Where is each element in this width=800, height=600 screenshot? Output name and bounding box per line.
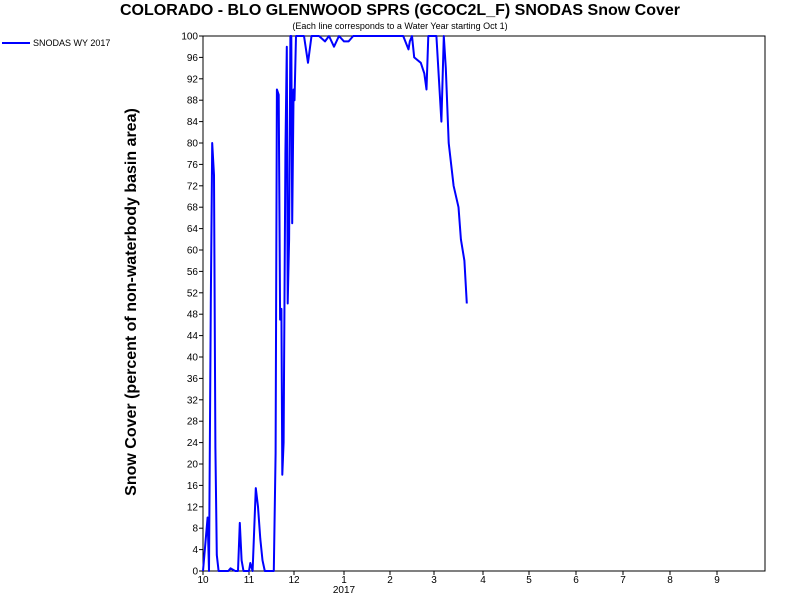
y-tick-label: 4 [192,545,198,556]
y-tick-label: 84 [187,117,199,128]
series-line [202,35,468,572]
y-tick-label: 76 [187,160,199,171]
series-group [202,35,468,572]
y-tick-label: 72 [187,181,199,192]
y-tick-label: 12 [187,502,199,513]
y-tick-label: 0 [192,567,198,578]
y-tick-label: 92 [187,74,199,85]
y-tick-label: 60 [187,246,199,257]
x-tick-label: 10 [197,575,209,586]
x-tick-label: 8 [667,575,673,586]
y-tick-label: 52 [187,288,199,299]
y-tick-label: 44 [187,331,199,342]
y-tick-label: 56 [187,267,199,278]
y-tick-label: 16 [187,481,199,492]
y-tick-label: 20 [187,460,199,471]
x-tick-label: 6 [573,575,579,586]
x-axis: 10 11 12 1 2 3 4 5 6 7 8 9 [197,571,720,586]
x-tick-label: 1 [341,575,347,586]
y-tick-label: 32 [187,395,199,406]
chart-title: COLORADO - BLO GLENWOOD SPRS (GCOC2L_F) … [119,2,681,19]
legend-swatch [2,41,30,44]
y-axis: 0481216202428323640444852566064687276808… [181,32,203,578]
y-tick-label: 64 [187,224,199,235]
x-tick-label: 3 [431,575,437,586]
x-tick-label: 5 [526,575,532,586]
y-tick-label: 24 [187,438,199,449]
x-axis-year-label: 2017 [333,585,356,596]
x-tick-label: 7 [620,575,626,586]
plot-frame [202,35,766,572]
legend-label: SNODAS WY 2017 [33,37,111,48]
y-tick-label: 68 [187,203,199,214]
y-tick-label: 40 [187,353,199,364]
x-tick-label: 4 [480,575,486,586]
x-tick-label: 12 [288,575,300,586]
y-tick-label: 80 [187,139,199,150]
x-tick-label: 9 [714,575,720,586]
legend: SNODAS WY 2017 [2,34,110,52]
y-tick-label: 8 [192,524,198,535]
y-tick-label: 28 [187,417,199,428]
chart-subtitle: (Each line corresponds to a Water Year s… [292,21,508,31]
x-tick-label: 11 [244,575,255,586]
y-tick-label: 88 [187,96,199,107]
x-tick-label: 2 [387,575,393,586]
y-tick-label: 36 [187,374,199,385]
y-tick-label: 48 [187,310,199,321]
y-tick-label: 96 [187,53,199,64]
y-tick-label: 100 [181,32,198,43]
